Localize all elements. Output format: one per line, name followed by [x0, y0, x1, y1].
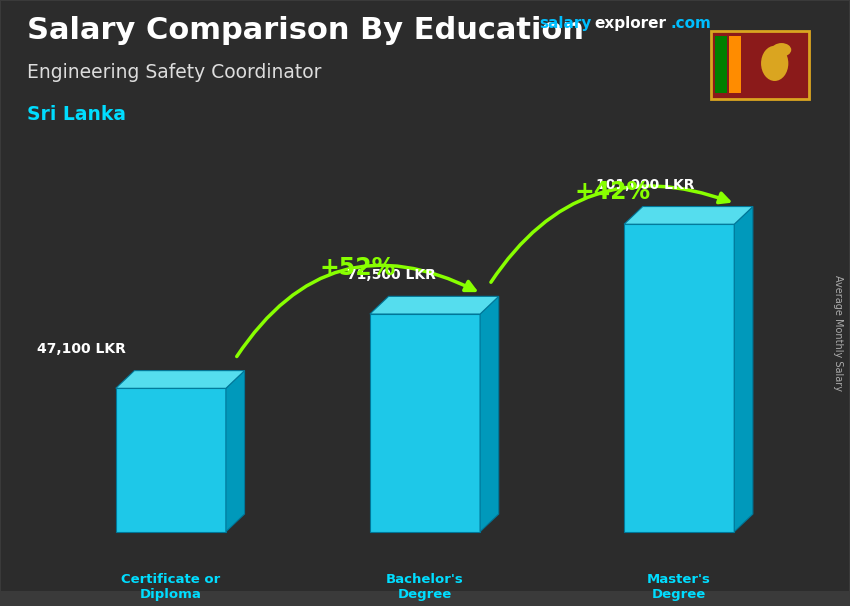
Text: explorer: explorer [594, 16, 666, 31]
Text: salary: salary [540, 16, 592, 31]
Polygon shape [480, 296, 499, 531]
Text: 47,100 LKR: 47,100 LKR [37, 342, 127, 356]
Circle shape [772, 43, 791, 56]
Text: Average Monthly Salary: Average Monthly Salary [833, 275, 843, 391]
Text: Sri Lanka: Sri Lanka [27, 104, 126, 124]
Text: Engineering Safety Coordinator: Engineering Safety Coordinator [27, 63, 321, 82]
Text: Salary Comparison By Education: Salary Comparison By Education [27, 16, 584, 45]
Polygon shape [370, 314, 480, 531]
Bar [711, 31, 809, 99]
Polygon shape [624, 207, 753, 224]
Text: +52%: +52% [320, 256, 396, 280]
Ellipse shape [761, 46, 788, 81]
Polygon shape [734, 207, 753, 531]
Bar [729, 36, 740, 93]
Text: Bachelor's
Degree: Bachelor's Degree [386, 573, 464, 601]
Bar [744, 41, 800, 88]
Text: Certificate or
Diploma: Certificate or Diploma [122, 573, 220, 601]
FancyArrowPatch shape [491, 186, 728, 282]
Polygon shape [624, 224, 734, 531]
Text: Master's
Degree: Master's Degree [647, 573, 711, 601]
Bar [715, 36, 727, 93]
Text: .com: .com [671, 16, 711, 31]
FancyArrowPatch shape [237, 265, 475, 356]
Polygon shape [116, 388, 226, 531]
Text: 101,000 LKR: 101,000 LKR [596, 178, 694, 192]
Text: +42%: +42% [574, 180, 650, 204]
Text: 71,500 LKR: 71,500 LKR [347, 268, 435, 282]
Polygon shape [116, 371, 245, 388]
Polygon shape [370, 296, 499, 314]
Polygon shape [226, 371, 245, 531]
